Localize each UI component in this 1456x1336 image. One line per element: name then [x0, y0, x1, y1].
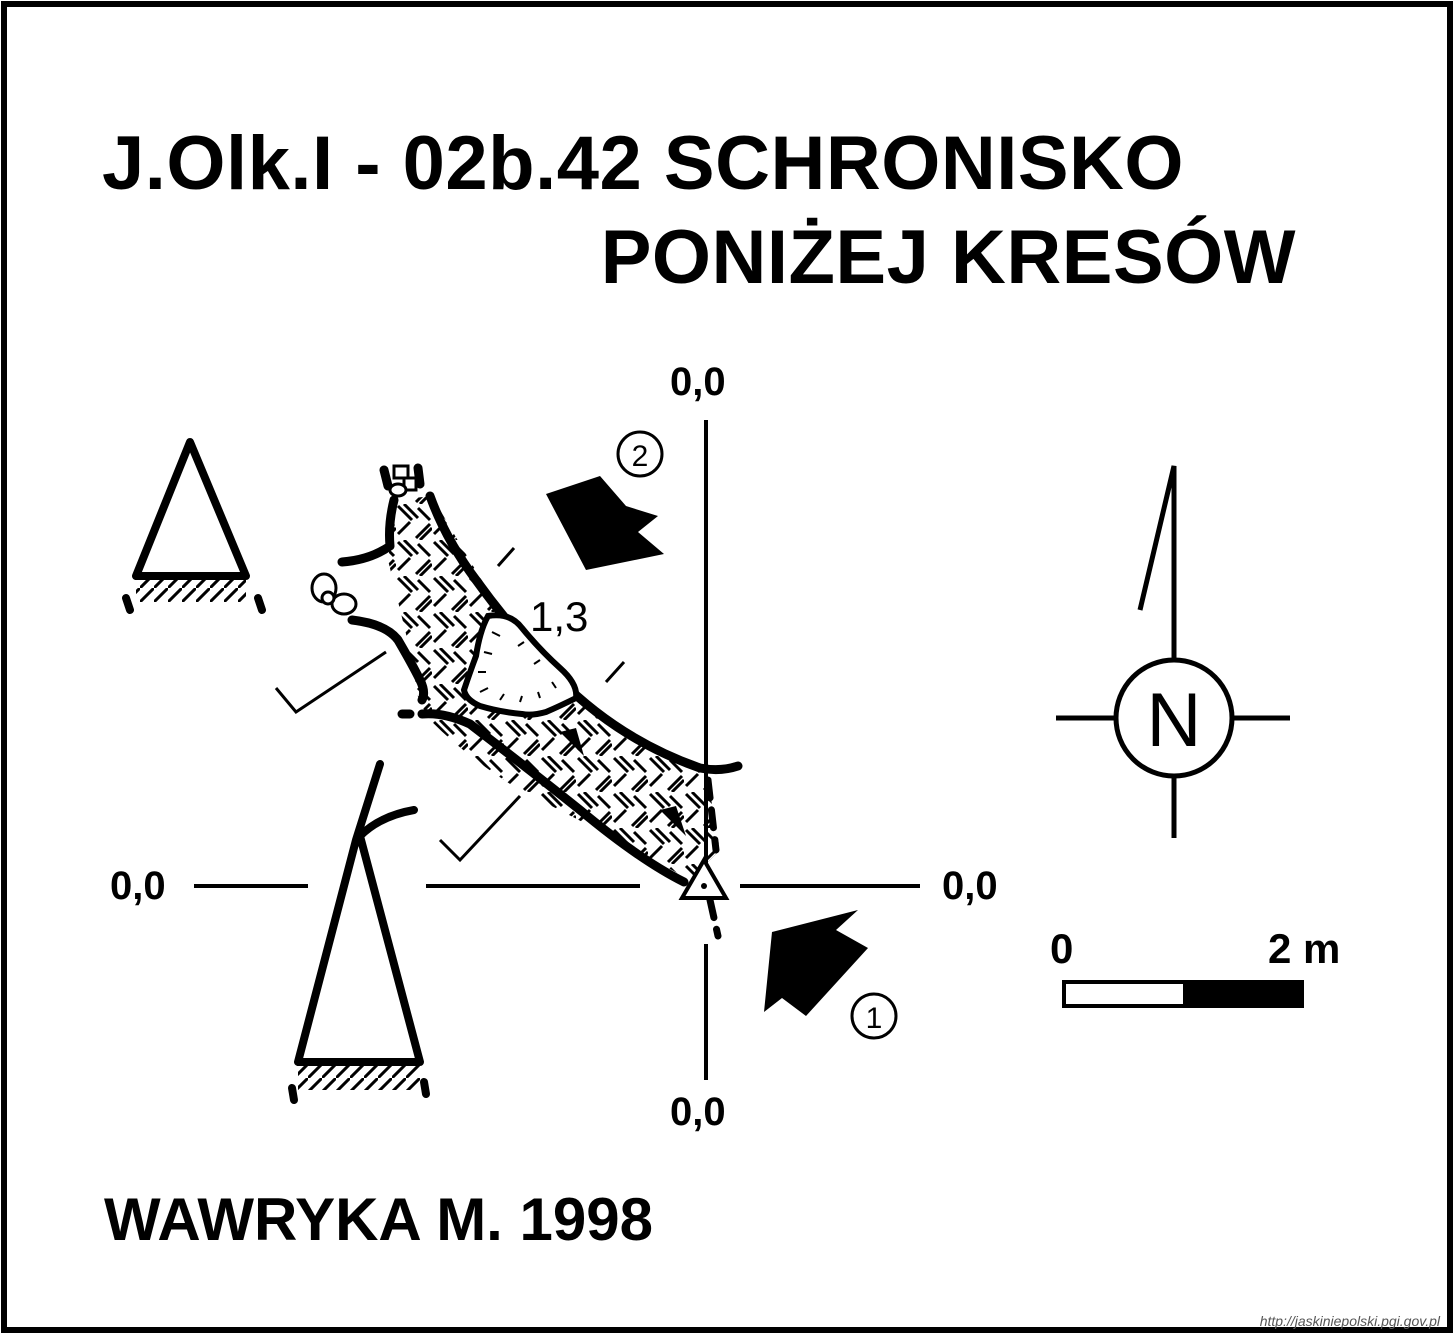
floor-slope-arrows: [560, 728, 686, 836]
svg-text:1: 1: [866, 1002, 883, 1035]
rock-block: [402, 476, 418, 492]
north-arrow-icon: [1056, 465, 1290, 838]
svg-text:2: 2: [632, 440, 649, 473]
section-lines: [274, 547, 626, 863]
entrance-arrow-1-icon: [764, 910, 868, 1016]
rock-block: [330, 592, 358, 616]
scale-bar-filled-segment: [1183, 982, 1302, 1006]
section-tick: [496, 547, 516, 567]
datum-label-left: 0,0: [110, 864, 166, 908]
entrance-arrow-2-icon: [546, 476, 664, 570]
wall-west-lower: [347, 615, 429, 705]
section-tick: [604, 660, 626, 684]
source-url: http://jaskiniepolski.pgi.gov.pl: [1259, 1313, 1440, 1329]
map-title-line-2: PONIŻEJ KRESÓW: [600, 215, 1296, 300]
datum-label-bottom: 0,0: [670, 1090, 726, 1134]
datum-point-icon: [678, 856, 730, 900]
map-title-line-1: J.Olk.I - 02b.42 SCHRONISKO: [102, 121, 1185, 206]
rock-block: [320, 590, 336, 606]
wall-west-upper: [337, 495, 399, 567]
entrance-marker-2: 2: [616, 430, 664, 478]
central-pillar: [460, 612, 580, 718]
scale-bar: [1062, 980, 1304, 1008]
depth-label: 1,3: [530, 593, 589, 640]
scale-end-label: 2 m: [1268, 925, 1341, 972]
rock-blocks: [310, 464, 418, 616]
cross-section-lower: [288, 760, 430, 1104]
wall-nw-tick-2: [413, 463, 425, 489]
north-label: N: [1147, 678, 1202, 763]
datum-label-right: 0,0: [942, 864, 998, 908]
datum-label-top: 0,0: [670, 360, 726, 404]
dripline: [704, 776, 722, 940]
section-line-upper: [274, 650, 387, 714]
scale-start-label: 0: [1050, 925, 1074, 972]
section-line-lower: [438, 794, 522, 863]
rock-block: [388, 482, 408, 498]
entrance-marker-1: 1: [850, 992, 898, 1040]
author-credit: WAWRYKA M. 1998: [104, 1186, 653, 1253]
wall-nw-tick-1: [379, 465, 393, 491]
rock-block: [392, 464, 410, 480]
cross-section-upper: [122, 438, 266, 614]
wall-south: [417, 709, 689, 887]
